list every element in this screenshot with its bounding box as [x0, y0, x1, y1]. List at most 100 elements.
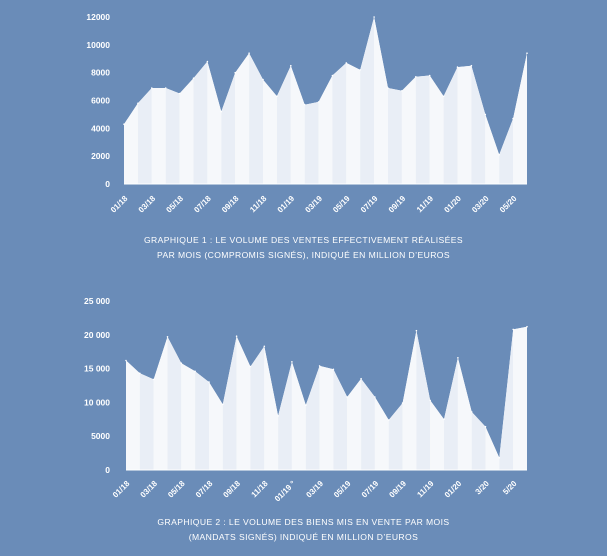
- chart-1-xtick: 03/19: [303, 194, 324, 215]
- chart-2-ytick: 15 000: [84, 364, 110, 374]
- chart-2-band: [167, 336, 182, 470]
- chart-2-band: [471, 411, 486, 470]
- chart-1-xtick: 03/18: [137, 194, 158, 215]
- chart-2-point: [180, 362, 183, 365]
- chart-1-xtick: 11/18: [248, 194, 269, 215]
- chart-2-point: [139, 372, 141, 375]
- chart-2-band: [250, 346, 265, 470]
- chart-2-xtick: 01/18: [111, 479, 132, 500]
- chart-1-ytick: 6000: [91, 96, 110, 106]
- chart-1-point: [484, 113, 487, 116]
- chart-2-point: [208, 381, 210, 383]
- chart-2-xtick: 09/19: [387, 479, 408, 500]
- chart-1-point: [428, 74, 431, 77]
- chart-1-xtick: 01/19: [276, 194, 297, 215]
- chart-2-listings-volume: 0 5000 10 000 15 000 20 000 25 000 01/18 03/18 0…: [84, 296, 528, 503]
- chart-1-point: [220, 110, 223, 113]
- chart-1-xtick: 05/20: [498, 194, 519, 215]
- chart-1-point: [359, 69, 362, 71]
- chart-2-band: [181, 363, 196, 470]
- chart-2-band: [305, 365, 320, 470]
- chart-2-point: [277, 415, 279, 417]
- chart-2-ytick: 10 000: [84, 397, 110, 407]
- chart-1-point: [456, 66, 459, 68]
- chart-2-band: [361, 378, 375, 470]
- chart-1-ytick: 0: [105, 179, 110, 189]
- chart-2-point: [470, 411, 473, 413]
- chart-2-point: [415, 329, 418, 332]
- chart-1-xtick: 09/19: [387, 194, 408, 215]
- chart-1-band: [221, 72, 236, 184]
- chart-1-point: [331, 74, 334, 77]
- chart-1-xtick: 09/18: [220, 194, 241, 215]
- chart-1-xtick: 01/18: [109, 194, 130, 215]
- chart-1-xtick: 03/20: [470, 194, 491, 215]
- chart-2-point: [235, 335, 238, 338]
- chart-1-point: [276, 95, 278, 98]
- chart-1-band: [276, 65, 291, 184]
- chart-2-xtick: 09/18: [221, 479, 242, 500]
- chart-1-point: [192, 77, 195, 79]
- chart-2-point: [305, 404, 307, 406]
- chart-2-ytick: 0: [105, 465, 110, 475]
- chart-1-ytick: 10000: [86, 40, 110, 50]
- chart-1-ytick: 12000: [86, 12, 110, 22]
- chart-2-point: [387, 419, 390, 421]
- chart-1-point: [164, 87, 167, 89]
- chart-2-band: [333, 369, 348, 470]
- chart-2-xtick: 11/18: [250, 479, 271, 500]
- chart-2-band: [126, 360, 140, 470]
- chart-2-caption-line-2: (MANDATS SIGNÉS) INDIQUÉ EN MILLION D’EU…: [188, 532, 419, 542]
- chart-1-point: [498, 154, 501, 156]
- chart-2-point: [498, 457, 501, 459]
- chart-1-point: [303, 103, 306, 106]
- chart-2-xtick: 07/19: [360, 479, 381, 500]
- chart-2-point: [125, 359, 127, 362]
- chart-1-band: [457, 65, 472, 184]
- chart-1-point: [290, 64, 292, 67]
- chart-1-xtick: 11/19: [415, 194, 436, 215]
- chart-2-point: [457, 357, 459, 359]
- chart-2-point: [166, 336, 169, 338]
- chart-1-band: [388, 88, 402, 184]
- chart-2-point: [263, 345, 266, 348]
- chart-2-band: [236, 336, 251, 470]
- chart-2-point: [374, 396, 376, 398]
- chart-2-xtick: 01/19 °: [273, 479, 297, 503]
- chart-1-point: [512, 117, 514, 120]
- chart-1-band: [179, 78, 194, 184]
- chart-1-band: [471, 65, 486, 184]
- chart-2-xtick: 07/18: [194, 479, 215, 500]
- chart-2-point: [401, 402, 404, 404]
- chart-1-point: [317, 101, 320, 103]
- chart-1-band: [415, 75, 430, 184]
- chart-1-point: [123, 123, 125, 125]
- chart-1-band: [401, 76, 416, 184]
- chart-2-point: [318, 365, 321, 367]
- chart-2-point: [291, 361, 293, 363]
- chart-2-band: [457, 357, 472, 470]
- chart-1-band: [360, 17, 375, 184]
- chart-1-point: [415, 76, 417, 78]
- chart-1-band: [165, 88, 180, 184]
- chart-2-band: [139, 373, 154, 470]
- chart-1-band: [513, 53, 527, 185]
- chart-2-ytick: 25 000: [84, 296, 110, 306]
- chart-2-point: [443, 418, 445, 421]
- chart-2-caption-line-1: GRAPHIQUE 2 : LE VOLUME DES BIENS MIS EN…: [157, 517, 450, 527]
- chart-1-point: [373, 16, 375, 18]
- chart-2-xtick: 03/18: [139, 479, 160, 500]
- chart-2-xtick: 03/19: [304, 479, 325, 500]
- chart-1-point: [178, 92, 181, 95]
- chart-2-band: [499, 329, 514, 470]
- chart-1-band: [290, 65, 305, 184]
- chart-1-caption-line-2: PAR MOIS (COMPROMIS SIGNÉS), INDIQUÉ EN …: [156, 250, 451, 260]
- chart-1-point: [137, 102, 139, 105]
- chart-1-point: [248, 52, 250, 54]
- chart-1-band: [346, 62, 361, 184]
- chart-1-band: [193, 61, 208, 184]
- chart-1-point: [234, 71, 236, 74]
- chart-2-point: [249, 365, 252, 368]
- chart-1-band: [332, 62, 347, 184]
